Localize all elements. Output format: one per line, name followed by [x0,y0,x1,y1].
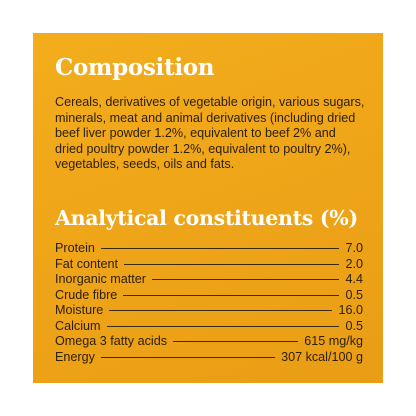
constituent-row-crude-fibre: Crude fibre 0.5 [55,288,363,304]
constituent-label: Protein [55,241,95,255]
constituent-value: 0.5 [345,287,363,302]
leader-line [106,325,340,327]
leader-line [100,356,276,358]
constituent-label: Fat content [55,256,119,271]
constituent-value: 7.0 [345,241,363,255]
leader-line [124,263,340,265]
constituent-label: Omega 3 fatty acids [55,334,167,348]
constituent-row-moisture: Moisture 16.0 [55,303,363,319]
leader-line [100,248,340,249]
constituent-row-energy: Energy 307 kcal/100 g [55,350,363,366]
leader-line [123,294,340,296]
constituent-row-omega-3: Omega 3 fatty acids 615 mg/kg [55,334,363,350]
constituent-value: 4.4 [345,272,363,286]
constituent-row-inorganic-matter: Inorganic matter 4.4 [55,272,363,288]
constituent-row-calcium: Calcium 0.5 [55,319,363,335]
leader-line [173,341,299,342]
constituent-label: Inorganic matter [55,272,146,286]
constituent-value: 2.0 [345,256,363,271]
leader-line [152,279,340,280]
leader-line [109,310,333,311]
constituent-label: Crude fibre [55,287,118,302]
constituent-row-fat-content: Fat content 2.0 [55,257,363,273]
constituent-value: 307 kcal/100 g [281,349,363,364]
constituent-label: Calcium [55,318,101,333]
constituent-label: Moisture [55,303,104,317]
composition-heading: Composition [55,54,215,81]
constituent-value: 0.5 [345,318,363,333]
constituent-value: 16.0 [338,303,363,317]
analytical-constituents-heading: Analytical constituents (%) [55,206,358,230]
constituent-label: Energy [55,349,95,364]
nutrition-label-panel: Composition Cereals, derivatives of vege… [33,33,383,383]
analytical-constituents-list: Protein 7.0 Fat content 2.0 Inorganic ma… [55,241,363,365]
constituent-value: 615 mg/kg [304,334,363,348]
composition-text: Cereals, derivatives of vegetable origin… [55,95,365,172]
constituent-row-protein: Protein 7.0 [55,241,363,257]
